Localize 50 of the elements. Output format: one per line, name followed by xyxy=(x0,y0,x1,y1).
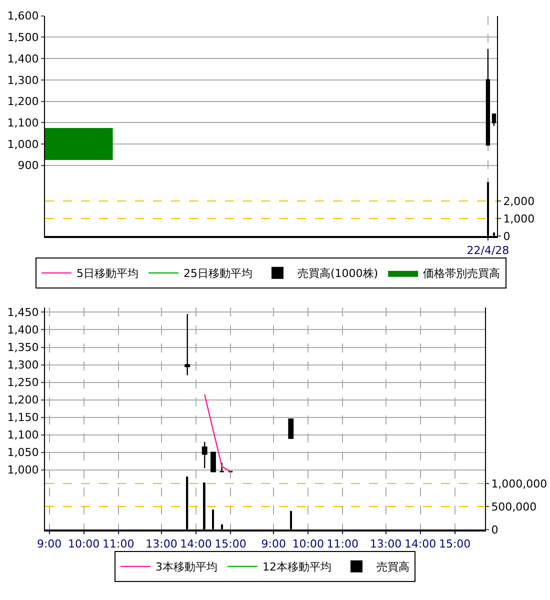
y2-tick-label: 2,000 xyxy=(503,195,535,208)
x-tick-label: 11:00 xyxy=(102,537,134,550)
y-tick-label: 1,300 xyxy=(7,358,39,372)
legend-label: 価格帯別売買高 xyxy=(423,267,500,280)
candlestick xyxy=(202,441,208,469)
y-tick-label: 1,000 xyxy=(7,464,39,477)
x-tick-label: 14:00 xyxy=(404,537,436,550)
candlestick xyxy=(219,462,225,472)
y-tick-label: 1,150 xyxy=(7,411,39,424)
y-tick-label: 1,100 xyxy=(7,428,39,442)
y2-tick-label: 0 xyxy=(491,523,498,536)
x-tick-label: 14:00 xyxy=(180,537,212,550)
x-tick-label: 9:00 xyxy=(261,537,286,550)
y-tick-label: 1,050 xyxy=(7,446,39,460)
candlestick xyxy=(288,418,294,440)
x-tick-label: 10:00 xyxy=(68,537,100,550)
y-tick-label: 1,300 xyxy=(7,74,39,87)
x-tick-label: 13:00 xyxy=(146,537,178,550)
y-tick-label: 1,200 xyxy=(7,95,39,108)
y-tick-label: 900 xyxy=(18,159,39,172)
legend-label: 5日移動平均 xyxy=(76,267,138,280)
x-tick-label: 15:00 xyxy=(214,537,246,550)
legend-label: 売買高(1000株) xyxy=(298,267,378,280)
x-tick-label: 11:00 xyxy=(326,537,358,550)
y-tick-label: 1,200 xyxy=(7,394,39,407)
y-tick-label: 1,100 xyxy=(7,116,39,130)
legend-label: 12本移動平均 xyxy=(262,560,332,574)
legend-label: 3本移動平均 xyxy=(156,560,218,574)
y2-tick-label: 1,000,000 xyxy=(491,477,548,490)
y2-tick-label: 0 xyxy=(503,230,510,243)
y-tick-label: 1,350 xyxy=(7,341,39,354)
y-tick-label: 1,250 xyxy=(7,376,39,390)
x-tick-label: 9:00 xyxy=(36,537,62,550)
x-tick-label: 10:00 xyxy=(292,537,324,550)
candlestick xyxy=(210,452,216,472)
y2-tick-label: 500,000 xyxy=(491,500,537,514)
x-tick-label: 15:00 xyxy=(438,537,471,550)
y2-tick-label: 1,000 xyxy=(503,212,535,226)
x-tick-label: 13:00 xyxy=(370,537,402,550)
y-tick-label: 1,400 xyxy=(7,52,39,66)
y-tick-label: 1,500 xyxy=(7,31,39,44)
candlestick xyxy=(184,313,190,376)
legend-label: 売買高 xyxy=(376,560,410,574)
y-tick-label: 1,000 xyxy=(7,138,39,151)
line-series xyxy=(204,394,232,472)
y-tick-label: 1,600 xyxy=(7,10,39,23)
y-tick-label: 1,400 xyxy=(7,324,39,337)
legend-label: 25日移動平均 xyxy=(184,267,252,280)
x-tick-label: 22/4/28 xyxy=(466,244,510,257)
y-tick-label: 1,450 xyxy=(7,306,39,320)
